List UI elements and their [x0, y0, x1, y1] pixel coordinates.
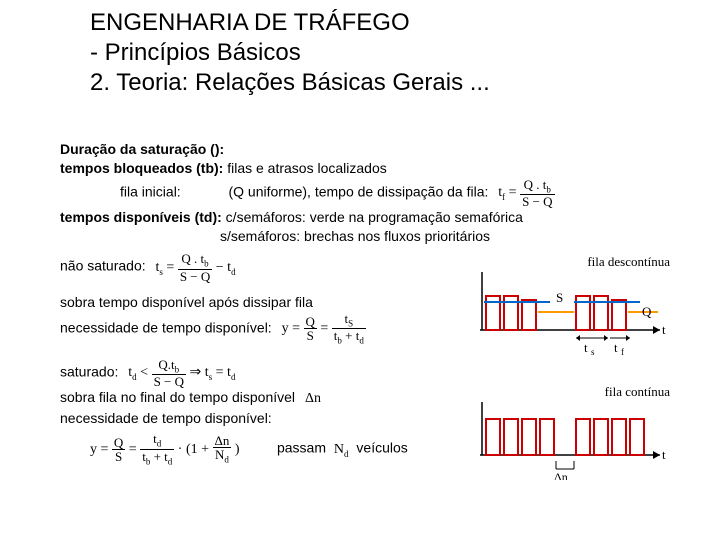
title-line-1: ENGENHARIA DE TRÁFEGO: [90, 8, 490, 38]
svg-text:t: t: [584, 340, 588, 355]
formula-tf: tf = Q . tb S − Q: [498, 185, 554, 200]
svg-text:t: t: [662, 447, 666, 462]
diagram-bottom-svg: t Δn: [480, 400, 670, 480]
initial-queue-desc: (Q uniforme), tempo de dissipação da fil…: [228, 183, 488, 199]
formula-y2: y = Q S = td tb + td · (1 + Δn Nd ): [90, 442, 243, 457]
pass-label: passam: [277, 440, 326, 456]
formula-dn: Δn: [305, 391, 321, 406]
saturated-label: saturado:: [60, 363, 118, 379]
diagram-top-label: fila descontínua: [587, 254, 670, 270]
formula-y1: y = Q S = tS tb + td: [282, 321, 366, 336]
diagram-bottom-label: fila contínua: [605, 384, 670, 400]
formula-Nd: Nd: [334, 442, 349, 457]
svg-text:f: f: [621, 347, 624, 357]
line-initial-queue: fila inicial: (Q uniforme), tempo de dis…: [120, 178, 660, 209]
need-time-label-1: necessidade de tempo disponível:: [60, 319, 272, 335]
title-line-2: - Princípios Básicos: [90, 38, 490, 68]
line-available-times-2: s/semáforos: brechas nos fluxos prioritá…: [220, 227, 660, 246]
available-times-desc1: c/semáforos: verde na programação semafó…: [222, 209, 523, 225]
svg-text:t: t: [662, 322, 666, 337]
formula-td-lt: td < Q.tb S − Q ⇒ ts = td: [128, 365, 235, 380]
title-line-3: 2. Teoria: Relações Básicas Gerais ...: [90, 68, 490, 98]
formula-ts: ts = Q . tb S − Q − td: [156, 260, 236, 275]
line-saturated: saturado: td < Q.tb S − Q ⇒ ts = td: [60, 358, 660, 389]
svg-text:s: s: [591, 347, 595, 357]
diagram-discontinuous-queue: fila descontínua SQttstf: [480, 270, 670, 360]
line-saturation-duration: Duração da saturação ():: [60, 140, 660, 159]
svg-text:S: S: [556, 290, 563, 305]
initial-queue-label: fila inicial:: [120, 183, 181, 199]
line-available-times: tempos disponíveis (td): c/semáforos: ve…: [60, 208, 660, 227]
available-times-label: tempos disponíveis (td):: [60, 209, 222, 225]
line-blocked-times: tempos bloqueados (tb): filas e atrasos …: [60, 159, 660, 178]
blocked-times-label: tempos bloqueados (tb):: [60, 160, 223, 176]
blocked-times-desc: filas e atrasos localizados: [223, 160, 386, 176]
svg-text:t: t: [614, 340, 618, 355]
diagram-top-svg: SQttstf: [480, 270, 670, 360]
slide-title: ENGENHARIA DE TRÁFEGO - Princípios Básic…: [90, 8, 490, 98]
svg-text:Q: Q: [642, 304, 652, 319]
vehicles-label: veículos: [356, 440, 407, 456]
diagram-continuous-queue: fila contínua tΔn: [480, 400, 670, 480]
not-saturated-label: não saturado:: [60, 258, 146, 274]
svg-text:Δn: Δn: [554, 470, 568, 480]
